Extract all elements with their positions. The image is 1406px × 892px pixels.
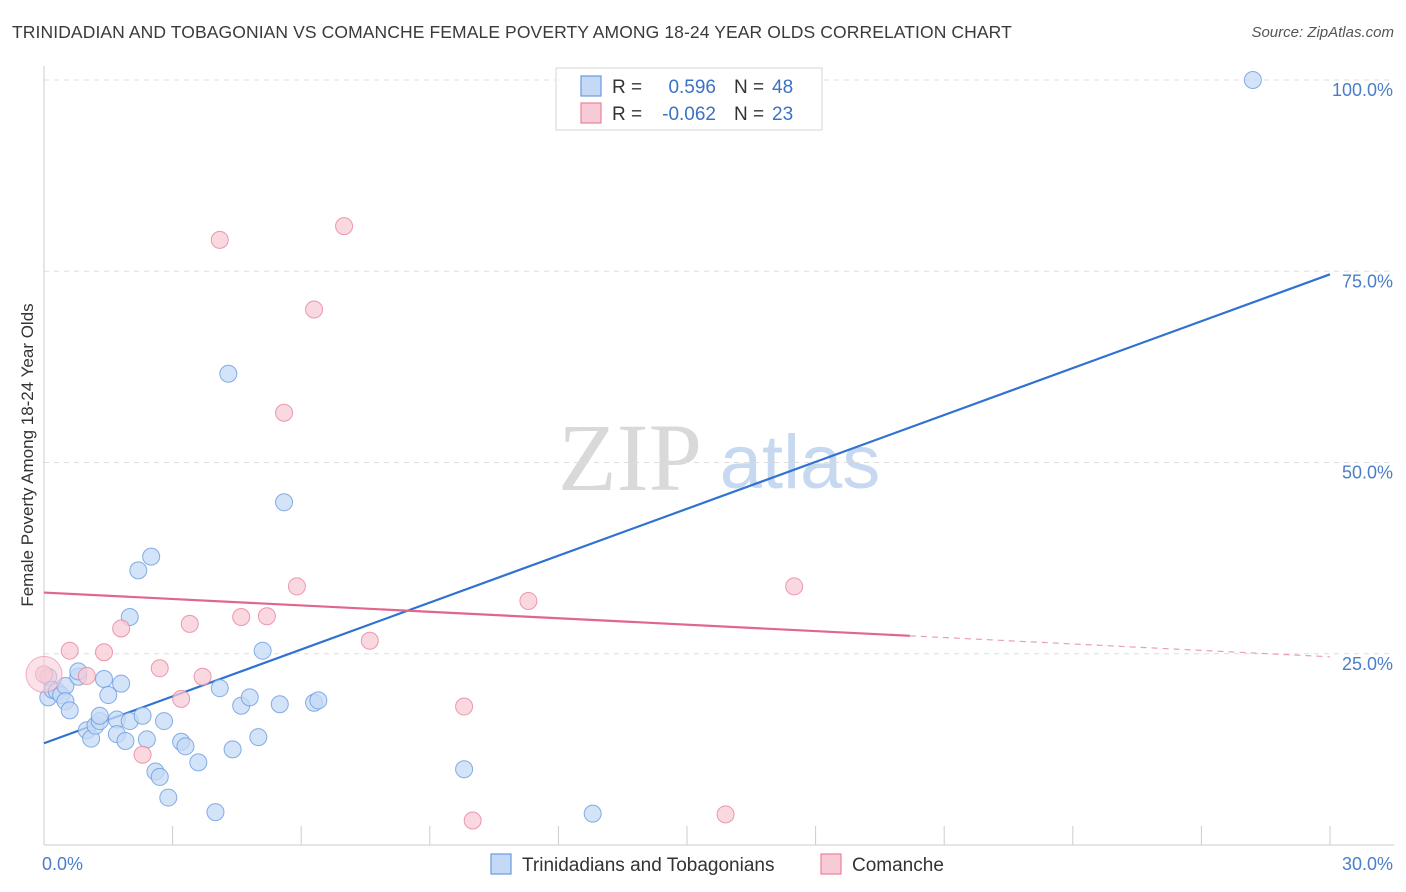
axes: [43, 66, 1394, 846]
comanche-point-17: [360, 631, 379, 650]
comanche-point-8: [180, 614, 199, 633]
legend-r-value-1: 0.596: [668, 77, 716, 98]
comanche-point-1: [60, 641, 79, 660]
trinidadian-point-26: [142, 547, 161, 566]
legend-n-label-2: N =: [734, 104, 764, 125]
comanche-point-13: [275, 403, 294, 422]
trinidadian-point-15: [95, 669, 114, 688]
trinidadian-point-47: [583, 804, 602, 823]
comanche-point-4: [112, 619, 131, 638]
comanche-trend-extension: [909, 635, 1331, 658]
data-points: [25, 71, 1262, 830]
y-tick-label-1: 50.0%: [1342, 463, 1393, 483]
correlation-legend: R = 0.596 N = 48 R = -0.062 N = 23: [555, 67, 823, 131]
y-tick-label-2: 75.0%: [1342, 271, 1393, 291]
trinidadian-point-28: [150, 767, 169, 786]
comanche-point-15: [305, 300, 324, 319]
trinidadian-point-34: [206, 803, 225, 822]
x-tick-labels: 0.0% 30.0%: [42, 854, 1393, 874]
comanche-point-16: [335, 217, 354, 236]
gridlines: [44, 79, 1394, 655]
comanche-point-14: [287, 577, 306, 596]
trinidadian-point-20: [116, 731, 135, 750]
trinidadian-point-33: [189, 753, 208, 772]
trinidadian-point-7: [60, 701, 79, 720]
legend-swatch-blue: [580, 75, 602, 97]
legend-r-label-2: R =: [612, 104, 642, 125]
comanche-point-19: [463, 811, 482, 830]
trinidadian-point-35: [210, 679, 229, 698]
comanche-point-9: [193, 667, 212, 686]
trinidadian-point-23: [129, 561, 148, 580]
comanche-cluster-point: [25, 655, 63, 693]
comanche-point-2: [77, 666, 96, 685]
trinidadian-point-29: [155, 712, 174, 731]
comanche-point-3: [95, 643, 114, 662]
series-legend: Trinidadians and Tobagonians Comanche: [490, 853, 944, 876]
trinidadian-point-39: [240, 688, 259, 707]
source-credit: Source: ZipAtlas.com: [1251, 24, 1394, 41]
trinidadian-point-45: [309, 691, 328, 710]
x-tick-label-0: 0.0%: [42, 854, 83, 874]
trinidadian-point-16: [99, 686, 118, 705]
comanche-point-12: [257, 607, 276, 626]
trinidadian-point-48: [1243, 71, 1262, 89]
trinidadian-point-30: [159, 788, 178, 807]
y-tick-label-3: 100.0%: [1332, 80, 1393, 100]
legend-r-label-1: R =: [612, 77, 642, 98]
trinidadian-point-40: [249, 728, 268, 747]
x-tick-label-1: 30.0%: [1342, 854, 1393, 874]
bottom-legend-label-2: Comanche: [852, 855, 944, 876]
comanche-point-7: [172, 689, 191, 708]
comanche-point-11: [232, 608, 251, 627]
trinidadian-point-41: [253, 641, 272, 660]
comanche-point-21: [716, 805, 735, 824]
y-tick-labels: 25.0% 50.0% 75.0% 100.0%: [1332, 80, 1393, 674]
legend-r-value-2: -0.062: [662, 104, 716, 125]
trinidadian-point-19: [112, 674, 131, 693]
trinidadian-point-14: [90, 706, 109, 725]
bottom-legend-label-1: Trinidadians and Tobagonians: [522, 855, 774, 876]
trinidadian-point-25: [137, 730, 156, 749]
comanche-point-5: [133, 745, 152, 764]
trinidadian-point-43: [275, 493, 294, 512]
y-tick-label-0: 25.0%: [1342, 654, 1393, 674]
trinidadian-point-24: [133, 706, 152, 725]
legend-swatch-pink: [580, 102, 602, 124]
legend-n-value-2: 23: [772, 104, 793, 125]
comanche-point-20: [519, 591, 538, 610]
trinidadian-trend-line: [43, 273, 1331, 745]
trinidadian-point-42: [270, 695, 289, 714]
trend-lines: [43, 273, 1331, 745]
comanche-point-22: [785, 577, 804, 596]
trinidadian-point-37: [223, 740, 242, 759]
legend-n-value-1: 48: [772, 77, 793, 98]
comanche-point-6: [150, 659, 169, 678]
trinidadian-point-46: [455, 760, 474, 779]
comanche-point-10: [210, 230, 229, 249]
bottom-legend-swatch-pink: [820, 853, 842, 875]
comanche-trend-line: [43, 591, 910, 637]
trinidadian-point-36: [219, 364, 238, 383]
watermark-zip: ZIP: [558, 404, 702, 511]
chart-title: TRINIDADIAN AND TOBAGONIAN VS COMANCHE F…: [12, 22, 1012, 42]
bottom-legend-swatch-blue: [490, 853, 512, 875]
comanche-point-18: [455, 697, 474, 716]
legend-n-label-1: N =: [734, 77, 764, 98]
trinidadian-point-32: [176, 737, 195, 756]
